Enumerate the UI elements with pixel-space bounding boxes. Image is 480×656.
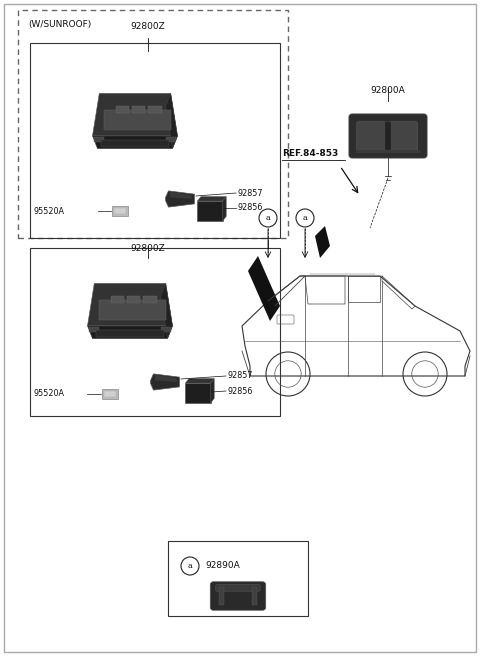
Bar (166, 136, 176, 142)
Bar (30, 43, 280, 238)
Polygon shape (197, 197, 226, 201)
FancyBboxPatch shape (210, 582, 266, 610)
FancyBboxPatch shape (349, 114, 427, 158)
Bar (116, 106, 129, 113)
Bar (89, 327, 99, 332)
Polygon shape (87, 283, 172, 326)
Polygon shape (155, 375, 177, 382)
Bar (102, 388, 118, 400)
Bar (197, 201, 223, 221)
Bar (99, 300, 166, 320)
Text: 92800A: 92800A (371, 86, 406, 95)
Text: (W/SUNROOF): (W/SUNROOF) (28, 20, 91, 29)
Bar (356, 150, 420, 154)
Text: 92856: 92856 (228, 386, 253, 396)
Polygon shape (166, 93, 178, 149)
FancyBboxPatch shape (357, 121, 386, 150)
Polygon shape (211, 379, 214, 403)
Bar (105, 110, 171, 130)
Polygon shape (87, 326, 172, 338)
Bar (132, 106, 145, 113)
Polygon shape (166, 191, 194, 207)
Bar (101, 140, 169, 147)
Polygon shape (185, 379, 214, 383)
Text: 92857: 92857 (238, 188, 264, 197)
Text: 92857: 92857 (228, 371, 253, 380)
Bar (114, 207, 126, 215)
Polygon shape (248, 256, 280, 321)
Text: 92800Z: 92800Z (131, 22, 166, 31)
Text: 92890A: 92890A (205, 562, 240, 571)
Text: a: a (265, 214, 270, 222)
Text: 92800Z: 92800Z (131, 244, 166, 253)
Bar (110, 296, 124, 303)
Bar (30, 248, 280, 416)
Bar (148, 106, 161, 113)
Bar (385, 122, 391, 150)
Polygon shape (223, 197, 226, 221)
Bar (96, 330, 164, 337)
Text: 92856: 92856 (238, 203, 264, 213)
Bar (252, 588, 257, 605)
Text: 95520A: 95520A (34, 207, 65, 216)
Polygon shape (151, 374, 180, 390)
Bar (104, 390, 116, 398)
Polygon shape (315, 226, 330, 258)
FancyBboxPatch shape (388, 121, 418, 150)
Bar (168, 541, 308, 616)
Polygon shape (93, 93, 178, 136)
Polygon shape (170, 192, 192, 199)
Bar (161, 327, 171, 332)
Bar (127, 296, 140, 303)
Text: REF.84-853: REF.84-853 (282, 148, 338, 157)
Bar (143, 296, 156, 303)
Text: a: a (188, 562, 192, 570)
Bar (94, 136, 105, 142)
Bar (185, 383, 211, 403)
Bar (18, 10, 288, 238)
Bar (219, 588, 224, 605)
Text: a: a (302, 214, 307, 222)
Polygon shape (93, 136, 178, 149)
Text: 95520A: 95520A (34, 390, 65, 398)
Bar (112, 205, 128, 216)
Polygon shape (161, 283, 172, 338)
FancyBboxPatch shape (216, 584, 260, 591)
